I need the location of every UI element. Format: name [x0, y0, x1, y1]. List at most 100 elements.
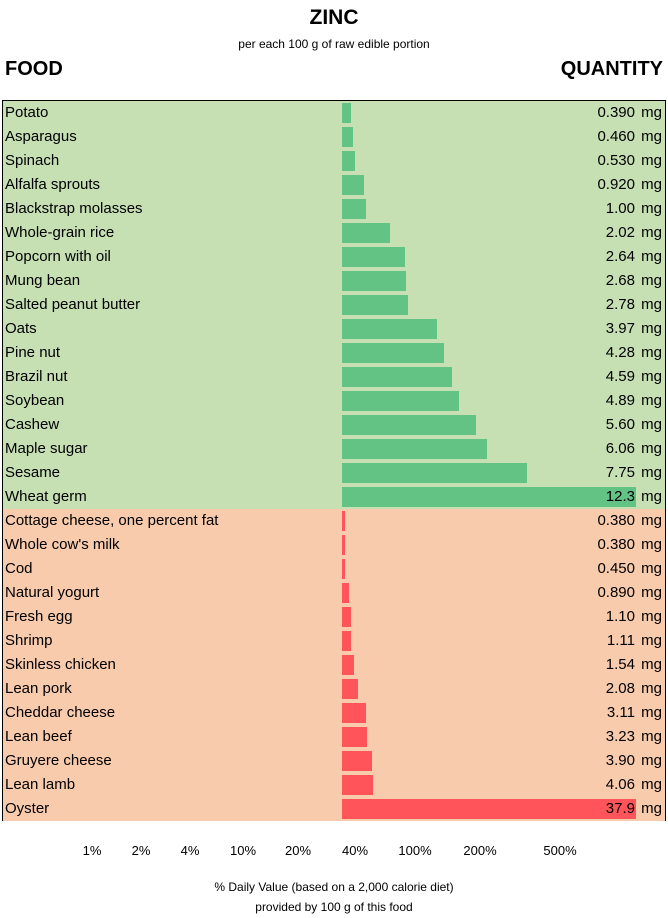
- x-tick-label: 40%: [341, 843, 369, 858]
- quantity-value: 1.00: [605, 200, 635, 217]
- quantity-value: 0.450: [597, 560, 635, 577]
- food-name: Gruyere cheese: [5, 752, 112, 769]
- quantity-value: 1.54: [605, 656, 635, 673]
- unit-label: mg: [641, 800, 662, 817]
- food-name: Maple sugar: [5, 440, 88, 457]
- quantity-value: 37.9: [605, 800, 635, 817]
- bar: [342, 583, 349, 603]
- unit-label: mg: [641, 728, 662, 745]
- food-name: Natural yogurt: [5, 584, 100, 601]
- x-tick-label: 200%: [463, 843, 497, 858]
- food-name: Popcorn with oil: [5, 248, 111, 265]
- unit-label: mg: [641, 656, 662, 673]
- quantity-value: 4.89: [605, 392, 635, 409]
- table-row: Soybean 4.89 mg: [3, 389, 665, 413]
- quantity-value: 3.23: [605, 728, 635, 745]
- unit-label: mg: [641, 152, 662, 169]
- table-row: Spinach 0.530 mg: [3, 149, 665, 173]
- unit-label: mg: [641, 608, 662, 625]
- quantity-value: 0.380: [597, 536, 635, 553]
- unit-label: mg: [641, 512, 662, 529]
- table-row: Cheddar cheese 3.11 mg: [3, 701, 665, 725]
- food-name: Whole cow's milk: [5, 536, 120, 553]
- unit-label: mg: [641, 272, 662, 289]
- quantity-value: 2.78: [605, 296, 635, 313]
- x-tick-label: 10%: [229, 843, 257, 858]
- food-name: Lean pork: [5, 680, 72, 697]
- food-name: Potato: [5, 104, 49, 121]
- quantity-value: 3.11: [606, 704, 635, 721]
- footer-line-2: provided by 100 g of this food: [255, 900, 413, 914]
- unit-label: mg: [641, 752, 662, 769]
- footer-line-1: % Daily Value (based on a 2,000 calorie …: [214, 880, 454, 894]
- food-name: Lean lamb: [5, 776, 76, 793]
- bar: [342, 367, 452, 387]
- bar: [342, 391, 459, 411]
- food-name: Oats: [5, 320, 37, 337]
- bar: [342, 463, 528, 483]
- unit-label: mg: [641, 224, 662, 241]
- table-row: Lean pork 2.08 mg: [3, 677, 665, 701]
- food-name: Soybean: [5, 392, 65, 409]
- quantity-header: QUANTITY: [560, 58, 663, 80]
- unit-label: mg: [641, 176, 662, 193]
- quantity-value: 12.3: [605, 488, 635, 505]
- x-tick-label: 500%: [543, 843, 577, 858]
- food-name: Blackstrap molasses: [5, 200, 143, 217]
- unit-label: mg: [641, 200, 662, 217]
- unit-label: mg: [641, 560, 662, 577]
- quantity-value: 0.380: [597, 512, 635, 529]
- food-header: FOOD: [5, 58, 63, 80]
- bar: [342, 559, 346, 579]
- food-name: Oyster: [5, 800, 50, 817]
- food-name: Lean beef: [5, 728, 72, 745]
- unit-label: mg: [641, 344, 662, 361]
- table-row: Fresh egg 1.10 mg: [3, 605, 665, 629]
- table-row: Popcorn with oil 2.64 mg: [3, 245, 665, 269]
- quantity-value: 7.75: [605, 464, 635, 481]
- bar: [342, 607, 351, 627]
- food-name: Fresh egg: [5, 608, 73, 625]
- table-row: Lean beef 3.23 mg: [3, 725, 665, 749]
- x-tick-label: 2%: [131, 843, 151, 858]
- bar: [342, 631, 351, 651]
- bar: [342, 727, 368, 747]
- table-row: Salted peanut butter 2.78 mg: [3, 293, 665, 317]
- table-row: Brazil nut 4.59 mg: [3, 365, 665, 389]
- table-row: Oyster 37.9 mg: [3, 797, 665, 821]
- bar: [342, 487, 636, 507]
- bar: [342, 223, 391, 243]
- bar: [342, 175, 364, 195]
- bar: [342, 319, 437, 339]
- quantity-value: 0.530: [597, 152, 635, 169]
- food-name: Cashew: [5, 416, 60, 433]
- unit-label: mg: [641, 464, 662, 481]
- unit-label: mg: [641, 704, 662, 721]
- food-name: Brazil nut: [5, 368, 68, 385]
- food-name: Wheat germ: [5, 488, 87, 505]
- table-row: Alfalfa sprouts 0.920 mg: [3, 173, 665, 197]
- quantity-value: 0.460: [597, 128, 635, 145]
- quantity-value: 2.64: [605, 248, 635, 265]
- bar: [342, 151, 355, 171]
- unit-label: mg: [641, 320, 662, 337]
- quantity-value: 4.06: [605, 776, 635, 793]
- bar: [342, 775, 374, 795]
- food-table: Potato 0.390 mg Asparagus 0.460 mg Spinach 0.53…: [2, 100, 666, 821]
- quantity-value: 1.10: [605, 608, 635, 625]
- table-row: Lean lamb 4.06 mg: [3, 773, 665, 797]
- table-row: Sesame 7.75 mg: [3, 461, 665, 485]
- bar: [342, 343, 445, 363]
- bar: [342, 199, 366, 219]
- food-name: Salted peanut butter: [5, 296, 141, 313]
- table-row: Cod 0.450 mg: [3, 557, 665, 581]
- x-tick-label: 100%: [398, 843, 432, 858]
- unit-label: mg: [641, 680, 662, 697]
- table-row: Whole cow's milk 0.380 mg: [3, 533, 665, 557]
- table-row: Pine nut 4.28 mg: [3, 341, 665, 365]
- quantity-value: 2.02: [605, 224, 635, 241]
- table-row: Cashew 5.60 mg: [3, 413, 665, 437]
- x-tick-label: 4%: [180, 843, 200, 858]
- quantity-value: 5.60: [605, 416, 635, 433]
- unit-label: mg: [641, 632, 662, 649]
